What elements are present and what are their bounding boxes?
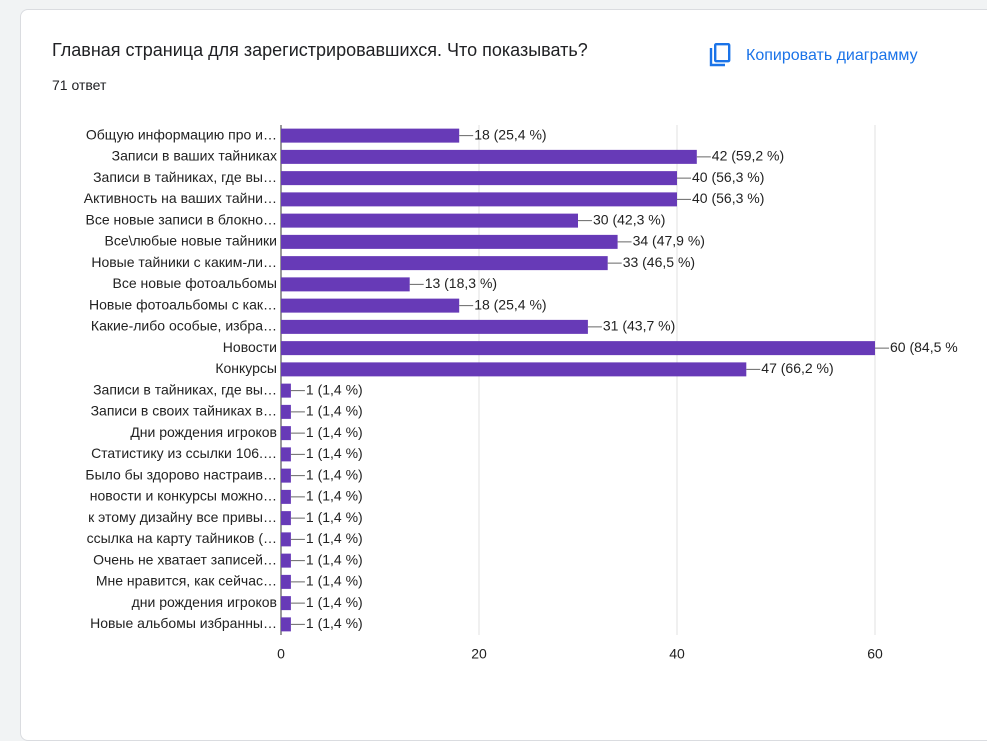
- y-tick-label: Конкурсы: [215, 360, 277, 376]
- value-label: 30 (42,3 %): [593, 211, 665, 227]
- value-label: 1 (1,4 %): [306, 488, 363, 504]
- bar: [281, 489, 291, 504]
- value-label: 31 (43,7 %): [603, 318, 675, 334]
- bar: [281, 574, 291, 589]
- y-tick-label: Дни рождения игроков: [130, 424, 277, 440]
- y-tick-label: Новые альбомы избранны…: [90, 615, 277, 631]
- value-label: 1 (1,4 %): [306, 424, 363, 440]
- y-tick-label: Записи в своих тайниках в…: [91, 403, 277, 419]
- x-tick-label: 0: [277, 646, 285, 662]
- y-tick-label: дни рождения игроков: [132, 594, 277, 610]
- bar: [281, 426, 291, 441]
- value-label: 40 (56,3 %): [692, 169, 764, 185]
- y-tick-label: Общую информацию про и…: [86, 126, 277, 142]
- y-tick-label: Было бы здорово настраив…: [85, 466, 277, 482]
- response-count: 71 ответ: [52, 77, 107, 93]
- bar: [281, 234, 618, 249]
- value-label: 1 (1,4 %): [306, 530, 363, 546]
- copy-icon: [709, 43, 731, 67]
- bar: [281, 553, 291, 568]
- x-tick-label: 20: [471, 646, 487, 662]
- bar: [281, 468, 291, 483]
- bar: [281, 171, 677, 186]
- y-tick-label: Какие-либо особые, избра…: [91, 318, 277, 334]
- bar: [281, 596, 291, 611]
- value-label: 1 (1,4 %): [306, 403, 363, 419]
- copy-chart-label: Копировать диаграмму: [746, 47, 918, 64]
- x-tick-label: 40: [669, 646, 685, 662]
- bar: [281, 319, 588, 334]
- value-label: 13 (18,3 %): [425, 275, 497, 291]
- bar: [281, 511, 291, 526]
- y-tick-label: Новые фотоальбомы с как…: [89, 296, 277, 312]
- bar: [281, 617, 291, 632]
- y-tick-label: Записи в ваших тайниках: [112, 148, 277, 164]
- y-tick-label: ссылка на карту тайников (…: [87, 530, 277, 546]
- bar: [281, 362, 747, 377]
- bar: [281, 298, 460, 313]
- value-label: 1 (1,4 %): [306, 466, 363, 482]
- value-label: 33 (46,5 %): [623, 254, 695, 270]
- bar: [281, 447, 291, 462]
- bar: [281, 404, 291, 419]
- chart-title: Главная страница для зарегистрировавшихс…: [52, 40, 588, 60]
- value-label: 42 (59,2 %): [712, 148, 784, 164]
- value-label: 47 (66,2 %): [761, 360, 833, 376]
- bar: [281, 277, 410, 292]
- value-label: 1 (1,4 %): [306, 551, 363, 567]
- x-tick-label: 60: [867, 646, 883, 662]
- value-label: 1 (1,4 %): [306, 509, 363, 525]
- y-tick-label: Все\любые новые тайники: [105, 233, 278, 249]
- value-label: 1 (1,4 %): [306, 594, 363, 610]
- value-label: 1 (1,4 %): [306, 615, 363, 631]
- y-tick-label: новости и конкурсы можно…: [90, 488, 277, 504]
- page: Главная страница для зарегистрировавшихс…: [20, 9, 987, 741]
- chart: 0 20 40 60 Общую информацию про и… 18 (25,4 %…: [84, 125, 958, 662]
- value-label: 1 (1,4 %): [306, 573, 363, 589]
- y-tick-label: Очень не хватает записей…: [93, 551, 277, 567]
- y-tick-label: к этому дизайну все привы…: [88, 509, 277, 525]
- card: Главная страница для зарегистрировавшихс…: [20, 9, 987, 741]
- bar: [281, 213, 578, 228]
- y-tick-label: Все новые фотоальбомы: [113, 275, 278, 291]
- bar: [281, 256, 608, 271]
- value-label: 18 (25,4 %): [474, 296, 546, 312]
- value-label: 1 (1,4 %): [306, 381, 363, 397]
- y-tick-label: Новые тайники с каким-ли…: [91, 254, 277, 270]
- value-label: 1 (1,4 %): [306, 445, 363, 461]
- bar: [281, 149, 697, 164]
- value-label: 60 (84,5 %: [890, 339, 958, 355]
- y-tick-label: Активность на ваших тайни…: [84, 190, 277, 206]
- bar: [281, 383, 291, 398]
- bar: [281, 532, 291, 547]
- y-tick-label: Все новые записи в блокно…: [86, 211, 278, 227]
- y-tick-label: Записи в тайниках, где вы…: [93, 169, 277, 185]
- y-tick-label: Записи в тайниках, где вы…: [93, 381, 277, 397]
- bar: [281, 128, 460, 143]
- value-label: 18 (25,4 %): [474, 126, 546, 142]
- bar: [281, 341, 875, 356]
- value-label: 40 (56,3 %): [692, 190, 764, 206]
- y-tick-label: Новости: [223, 339, 277, 355]
- value-label: 34 (47,9 %): [633, 233, 705, 249]
- bar: [281, 192, 677, 207]
- y-tick-label: Мне нравится, как сейчас…: [96, 573, 277, 589]
- copy-chart-button[interactable]: Копировать диаграмму: [708, 36, 918, 76]
- y-tick-label: Статистику из ссылки 106.…: [91, 445, 277, 461]
